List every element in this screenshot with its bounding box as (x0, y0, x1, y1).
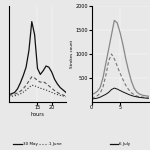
Legend: 6 July: 6 July (108, 141, 132, 148)
X-axis label: hours: hours (31, 112, 44, 117)
Y-axis label: Strokes count: Strokes count (70, 40, 74, 68)
Legend: 30 May, 1 June: 30 May, 1 June (12, 141, 63, 148)
